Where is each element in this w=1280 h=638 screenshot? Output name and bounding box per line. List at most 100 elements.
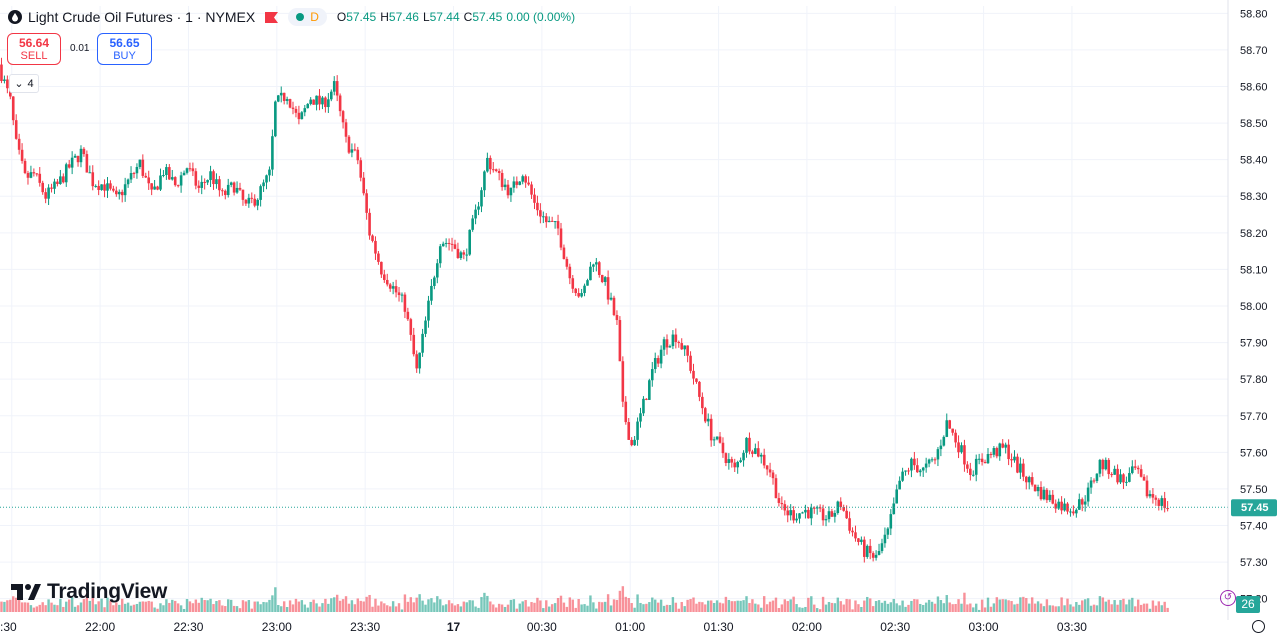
- volume-bar: [506, 604, 510, 612]
- volume-bar: [221, 605, 224, 612]
- candle-body: [789, 510, 792, 516]
- settings-gear-icon[interactable]: [1252, 620, 1265, 633]
- volume-bar: [760, 607, 763, 612]
- volume-bar: [656, 602, 660, 612]
- candle-body: [812, 507, 816, 509]
- sell-button[interactable]: 56.64 SELL: [7, 33, 61, 65]
- volume-bar: [930, 601, 934, 612]
- candle-body: [465, 254, 469, 256]
- candle-body: [577, 293, 580, 297]
- market-status-pill[interactable]: D: [288, 8, 327, 26]
- candle-body: [324, 97, 327, 108]
- volume-bar: [280, 606, 283, 612]
- volume-bar: [424, 604, 427, 612]
- candle-body: [117, 191, 121, 195]
- candle-body: [241, 189, 245, 200]
- candle-body: [542, 216, 545, 218]
- volume-bar: [182, 608, 186, 612]
- candle-body: [612, 297, 616, 316]
- price-tick-label: 58.00: [1240, 301, 1268, 313]
- flag-icon[interactable]: [265, 11, 279, 23]
- candle-body: [388, 284, 392, 289]
- volume-bar: [892, 598, 895, 612]
- candle-body: [1113, 468, 1116, 475]
- volume-bar: [406, 601, 410, 612]
- candle-body: [783, 504, 787, 511]
- volume-bar: [1145, 603, 1149, 612]
- candle-body: [471, 218, 474, 230]
- candle-body: [992, 448, 996, 455]
- candle-body: [1013, 456, 1016, 461]
- candle-body: [353, 149, 357, 151]
- candle-body: [50, 187, 53, 189]
- candle-body: [677, 342, 681, 344]
- volume-bar: [459, 606, 463, 612]
- candle-body: [954, 432, 957, 443]
- volume-bar: [630, 603, 633, 612]
- candle-body: [680, 343, 684, 350]
- volume-bar: [963, 592, 966, 612]
- volume-bar: [500, 604, 504, 612]
- buy-button[interactable]: 56.65 BUY: [97, 33, 152, 65]
- candle-body: [132, 173, 136, 175]
- candle-body: [103, 184, 106, 191]
- candle-body: [860, 539, 863, 542]
- volume-bar: [256, 601, 259, 612]
- volume-bar: [830, 602, 834, 612]
- candle-body: [268, 169, 271, 176]
- price-tick-label: 57.40: [1240, 521, 1268, 533]
- candle-body: [509, 187, 513, 196]
- volume-bar: [118, 604, 121, 612]
- volume-bar: [1025, 598, 1028, 612]
- candle-body: [486, 157, 489, 172]
- volume-bar: [503, 606, 507, 612]
- volume-bar: [724, 596, 728, 612]
- candle-body: [877, 551, 881, 555]
- price-tick-label: 57.30: [1240, 557, 1268, 569]
- volume-bar: [665, 604, 669, 612]
- volume-bar: [486, 595, 489, 612]
- volume-bar: [103, 607, 106, 612]
- time-tick-label: 22:00: [85, 620, 115, 634]
- volume-bar: [674, 602, 678, 612]
- price-tick-label: 57.70: [1240, 411, 1268, 423]
- candle-body: [344, 122, 348, 137]
- volume-bar: [315, 603, 318, 612]
- volume-bar: [1069, 604, 1072, 612]
- volume-bar: [394, 606, 398, 612]
- volume-bar: [627, 598, 630, 612]
- price-axis[interactable]: 58.80 58.70 58.60 58.50 58.40 58.30 58.20 58.10…: [1227, 0, 1268, 620]
- price-tick-label: 57.60: [1240, 447, 1268, 459]
- candle-body: [88, 172, 92, 174]
- candle-body: [285, 99, 289, 101]
- volume-bar: [209, 598, 212, 612]
- volume-bar: [559, 595, 563, 612]
- candle-body: [1054, 503, 1058, 509]
- time-axis[interactable]: :30 22:00 22:30 23:00 23:30 17 00:30 01:00 01:30…: [0, 620, 1087, 634]
- volume-bar: [645, 603, 648, 612]
- volume-bar: [765, 604, 769, 612]
- tradingview-logo[interactable]: TradingView: [11, 580, 167, 604]
- candle-body: [276, 95, 280, 102]
- candle-body: [347, 136, 351, 153]
- volume-bar: [79, 602, 83, 612]
- candle-body: [521, 176, 525, 182]
- volume-bar: [483, 592, 486, 612]
- volume-bar: [824, 604, 828, 612]
- symbol-title[interactable]: Light Crude Oil Futures · 1 · NYMEX: [28, 9, 256, 25]
- candle-body: [698, 381, 701, 397]
- volume-bar: [960, 603, 963, 612]
- candle-body: [1066, 503, 1069, 512]
- candle-body: [1163, 498, 1166, 509]
- volume-bar: [1128, 599, 1131, 612]
- volume-bar: [995, 597, 999, 612]
- candle-body: [1086, 487, 1090, 502]
- alert-icon[interactable]: ↺: [1220, 590, 1236, 606]
- candle-body: [444, 242, 448, 244]
- volume-bar: [65, 601, 68, 612]
- volume-bar: [115, 602, 118, 612]
- candle-body: [580, 293, 583, 297]
- indicators-collapse-button[interactable]: ⌄ 4: [9, 74, 39, 93]
- candle-body: [480, 190, 483, 207]
